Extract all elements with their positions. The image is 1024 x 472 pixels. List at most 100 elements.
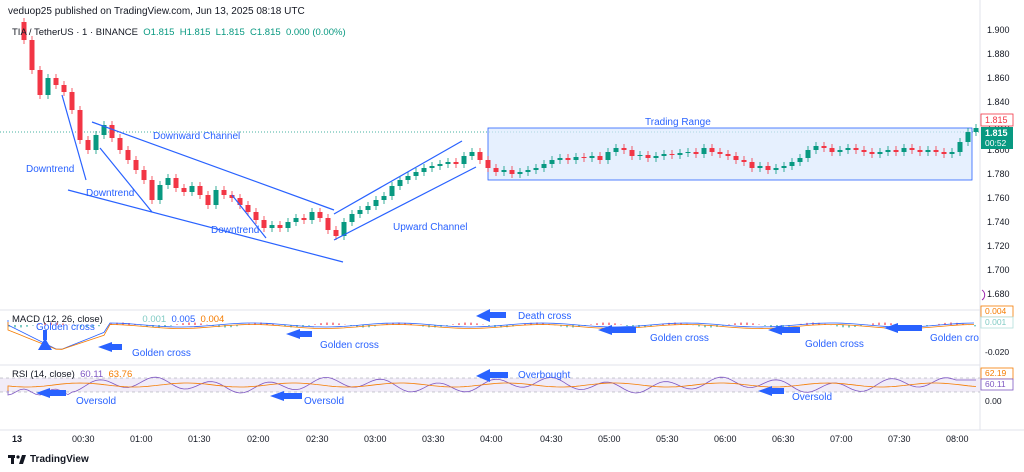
annotation-golden-cross-1: Golden cross: [36, 322, 95, 333]
macd-histogram-bar: [314, 324, 316, 325]
candle-body: [653, 156, 659, 158]
macd-histogram-bar: [488, 325, 490, 326]
time-tick-label: 01:00: [130, 434, 153, 444]
candle-body: [741, 160, 747, 162]
macd-histogram-bar: [398, 322, 400, 325]
candle-body: [93, 135, 99, 150]
macd-histogram-bar: [974, 325, 976, 327]
candle-body: [877, 152, 883, 154]
macd-histogram-bar: [146, 325, 148, 327]
ohlc-open: O1.815: [143, 27, 175, 38]
candle-body: [413, 172, 419, 176]
macd-histogram-bar: [20, 325, 22, 328]
candle-body: [141, 170, 147, 180]
macd-histogram-bar: [878, 322, 880, 325]
candle-body: [885, 150, 891, 152]
macd-histogram-bar: [80, 325, 82, 328]
time-axis[interactable]: 13 00:30 01:00 01:30 02:00 02:30 03:00 03:30 04:…: [12, 434, 969, 444]
macd-histogram-bar: [38, 324, 40, 325]
price-tick-label: 1.760: [987, 193, 1010, 203]
candle-body: [933, 150, 939, 152]
rsi-legend[interactable]: RSI (14, close) 60.11 63.76: [12, 369, 132, 380]
last-price-tag: 1.815: [985, 115, 1008, 125]
price-axis[interactable]: 1.9001.8801.8601.8401.8201.8001.7801.760…: [987, 25, 1010, 299]
macd-histogram-bar: [662, 323, 664, 325]
rsi-value: 60.11: [80, 369, 104, 380]
macd-histogram-bar: [890, 323, 892, 325]
candle-body: [581, 157, 587, 158]
candle-body: [317, 212, 323, 218]
macd-histogram-bar: [842, 325, 844, 328]
publish-info: veduop25 published on TradingView.com, J…: [8, 6, 305, 17]
time-tick-label: 07:30: [888, 434, 911, 444]
time-tick-label: 04:30: [540, 434, 563, 444]
candle-body: [565, 158, 571, 160]
candle-body: [245, 205, 251, 212]
candle-body: [789, 162, 795, 166]
candle-body: [893, 150, 899, 152]
price-tick-label: 1.880: [987, 49, 1010, 59]
candle-body: [53, 78, 59, 85]
annotation-oversold-3: Oversold: [792, 392, 832, 403]
candle-body: [613, 148, 619, 152]
candle-body: [541, 164, 547, 168]
macd-histogram-bar: [260, 322, 262, 325]
macd-histogram-bar: [446, 325, 448, 326]
candle-body: [101, 125, 107, 135]
ohlc-close: C1.815: [250, 27, 281, 38]
candle-body: [365, 206, 371, 210]
candle-body: [117, 138, 123, 150]
candle-body: [661, 154, 667, 156]
candle-body: [333, 230, 339, 236]
macd-histogram-bar: [86, 325, 88, 328]
macd-histogram-bar: [26, 325, 28, 327]
time-tick-label: 04:00: [480, 434, 503, 444]
time-tick-label: 07:00: [830, 434, 853, 444]
macd-legend[interactable]: MACD (12, 26, close) 0.001 0.005 0.004: [12, 314, 224, 325]
candle-body: [629, 150, 635, 156]
macd-histogram-bar: [62, 323, 64, 325]
candle-body: [269, 225, 275, 228]
rsi-tag-zero: 0.00: [985, 396, 1002, 406]
candle-body: [293, 218, 299, 222]
symbol-name[interactable]: TIA / TetherUS · 1 · BINANCE: [12, 27, 139, 38]
candle-body: [869, 152, 875, 154]
candle-body: [749, 162, 755, 168]
candle-body: [301, 218, 307, 220]
candle-body: [45, 78, 51, 95]
candle-body: [133, 160, 139, 170]
time-tick-label: 02:30: [306, 434, 329, 444]
candle-body: [373, 200, 379, 206]
candle-body: [429, 166, 435, 168]
macd-histogram-bar: [326, 322, 328, 325]
candle-body: [125, 150, 131, 160]
candle-body: [197, 186, 203, 195]
macd-histogram-bar: [404, 322, 406, 325]
macd-histogram-bar: [200, 323, 202, 325]
macd-histogram-bar: [590, 324, 592, 325]
candle-body: [165, 178, 171, 185]
candle-body: [109, 125, 115, 138]
macd-histogram-bar: [566, 325, 568, 328]
candle-body: [349, 214, 355, 222]
macd-histogram-bar: [770, 325, 772, 327]
macd-histogram-bar: [32, 325, 34, 326]
macd-histogram-bar: [230, 325, 232, 328]
candle-body: [941, 152, 947, 154]
symbol-legend[interactable]: TIA / TetherUS · 1 · BINANCE O1.815 H1.8…: [12, 27, 346, 38]
macd-signal-line: [7, 322, 975, 350]
footer-brand: TradingView: [8, 454, 89, 465]
time-tick-label: 05:00: [598, 434, 621, 444]
macd-histogram-bar: [698, 325, 700, 327]
candle-body: [677, 153, 683, 155]
price-tick-label: 1.860: [987, 73, 1010, 83]
macd-histogram-bar: [254, 322, 256, 325]
macd-histogram-bar: [596, 323, 598, 325]
macd-histogram-bar: [560, 325, 562, 327]
ohlc-change: 0.000 (0.00%): [285, 27, 346, 38]
macd-histogram-bar: [464, 322, 466, 325]
annotation-downward-channel: Downward Channel: [153, 131, 240, 142]
candle-body: [829, 148, 835, 152]
macd-tag-top: 0.004: [985, 306, 1007, 316]
